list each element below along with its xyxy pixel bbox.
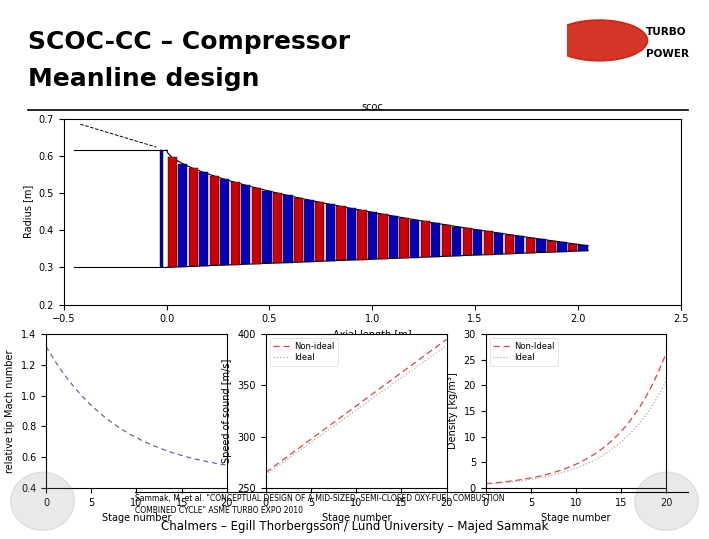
Text: Meanline design: Meanline design: [28, 67, 260, 92]
Bar: [160, 150, 163, 267]
Y-axis label: Speed of sound [m/s]: Speed of sound [m/s]: [222, 359, 232, 463]
Bar: [325, 204, 335, 261]
Non-ideal: [295, 445, 303, 451]
Legend: Non-Ideal, Ideal: Non-Ideal, Ideal: [490, 338, 558, 365]
Non-ideal: [269, 464, 277, 471]
Text: COMBINED CYCLE" ASME TURBO EXPO 2010: COMBINED CYCLE" ASME TURBO EXPO 2010: [135, 506, 303, 515]
Ideal: [427, 353, 435, 360]
Bar: [547, 241, 557, 252]
Bar: [178, 164, 187, 267]
Ideal: [530, 476, 538, 482]
Ideal: [269, 466, 277, 473]
Bar: [579, 245, 588, 251]
Bar: [189, 169, 198, 266]
Non-ideal: [262, 469, 270, 475]
X-axis label: Stage number: Stage number: [541, 513, 611, 523]
Bar: [473, 230, 482, 255]
Non-ideal: [272, 461, 281, 468]
Ideal: [433, 349, 442, 355]
Bar: [536, 239, 545, 252]
Bar: [316, 202, 325, 261]
Bar: [347, 209, 356, 260]
Line: Ideal: Ideal: [486, 381, 666, 484]
Ideal: [442, 342, 451, 349]
Text: Chalmers – Egill Thorbergsson / Lund University – Majed Sammak: Chalmers – Egill Thorbergsson / Lund Uni…: [161, 520, 548, 533]
Ideal: [515, 478, 523, 484]
Non-Ideal: [530, 474, 538, 481]
Non-Ideal: [662, 349, 671, 355]
Legend: Non-ideal, Ideal: Non-ideal, Ideal: [270, 338, 338, 365]
Ideal: [653, 394, 661, 400]
Ideal: [295, 447, 303, 454]
X-axis label: Stage number: Stage number: [101, 513, 172, 523]
X-axis label: Stage number: Stage number: [321, 513, 391, 523]
Y-axis label: Density [kg/m³]: Density [kg/m³]: [448, 372, 458, 450]
Bar: [262, 191, 272, 264]
Bar: [568, 244, 577, 251]
Y-axis label: Radius [m]: Radius [m]: [23, 185, 33, 238]
Non-ideal: [310, 434, 318, 440]
Non-Ideal: [647, 384, 655, 390]
Ideal: [481, 481, 490, 487]
Ideal: [489, 480, 497, 487]
Bar: [241, 185, 250, 264]
Text: POWER: POWER: [647, 49, 689, 59]
Circle shape: [11, 472, 74, 530]
Bar: [210, 176, 219, 265]
Ideal: [492, 480, 501, 487]
Bar: [167, 157, 177, 267]
Non-Ideal: [489, 480, 497, 486]
Bar: [515, 236, 525, 253]
Line: Non-Ideal: Non-Ideal: [486, 352, 666, 483]
Bar: [505, 234, 514, 254]
Non-ideal: [442, 336, 451, 343]
Bar: [220, 179, 230, 265]
Bar: [231, 182, 240, 265]
Bar: [410, 220, 419, 258]
Non-Ideal: [492, 480, 501, 486]
Ideal: [647, 404, 655, 411]
Ideal: [662, 377, 671, 384]
Non-Ideal: [481, 480, 490, 487]
Bar: [484, 231, 493, 254]
Bar: [368, 212, 377, 259]
Bar: [452, 226, 462, 256]
Text: Sammak, M. et al. "CONCEPTUAL DESIGN OF A MID-SIZED, SEMI-CLOSED OXY-FUEL COMBUS: Sammak, M. et al. "CONCEPTUAL DESIGN OF …: [135, 494, 504, 503]
Bar: [199, 172, 208, 266]
Ideal: [262, 471, 270, 478]
Title: scoc: scoc: [362, 102, 383, 112]
Circle shape: [551, 20, 647, 61]
Bar: [526, 238, 535, 253]
Bar: [357, 210, 367, 260]
Y-axis label: relative tip Mach number: relative tip Mach number: [6, 349, 16, 473]
Non-ideal: [433, 343, 442, 349]
Bar: [442, 225, 451, 256]
X-axis label: Axial length [m]: Axial length [m]: [333, 330, 411, 340]
Ideal: [272, 464, 281, 470]
Bar: [420, 222, 430, 257]
Non-Ideal: [515, 476, 523, 483]
Bar: [399, 218, 409, 258]
Bar: [273, 193, 282, 263]
Ideal: [310, 437, 318, 444]
Bar: [284, 196, 293, 262]
Bar: [304, 200, 313, 262]
Bar: [463, 228, 472, 255]
Non-Ideal: [653, 371, 661, 377]
Bar: [294, 198, 303, 262]
Bar: [431, 223, 440, 257]
Bar: [389, 216, 398, 258]
Line: Non-ideal: Non-ideal: [266, 340, 447, 472]
Non-ideal: [427, 348, 435, 354]
Line: Ideal: Ideal: [266, 345, 447, 474]
Bar: [336, 206, 345, 260]
Bar: [379, 215, 388, 259]
Bar: [557, 242, 566, 252]
Text: SCOC-CC – Compressor: SCOC-CC – Compressor: [28, 30, 350, 54]
Circle shape: [635, 472, 698, 530]
Bar: [494, 233, 503, 254]
Bar: [252, 188, 261, 264]
Text: TURBO: TURBO: [647, 27, 687, 37]
